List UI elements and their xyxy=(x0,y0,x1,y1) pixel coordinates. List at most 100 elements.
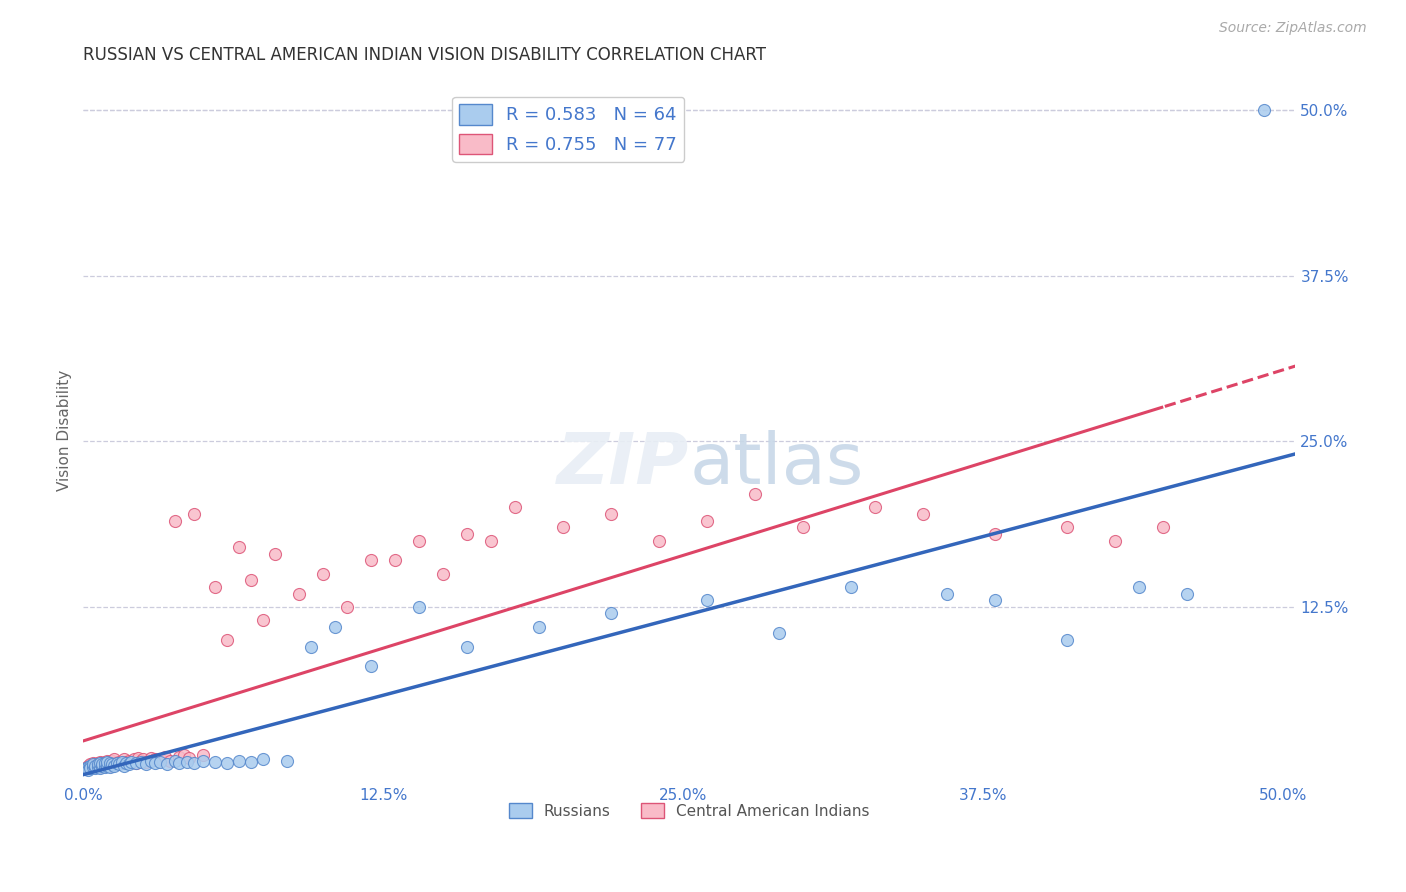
Point xyxy=(696,593,718,607)
Point xyxy=(77,759,100,773)
Point xyxy=(79,757,101,772)
Point xyxy=(98,759,121,773)
Point xyxy=(360,659,382,673)
Point xyxy=(77,763,100,777)
Point xyxy=(89,760,111,774)
Point xyxy=(912,507,935,521)
Point xyxy=(149,755,172,769)
Point xyxy=(159,754,181,768)
Point xyxy=(79,760,101,774)
Point xyxy=(1177,586,1199,600)
Point xyxy=(98,760,121,774)
Point xyxy=(111,755,134,769)
Text: RUSSIAN VS CENTRAL AMERICAN INDIAN VISION DISABILITY CORRELATION CHART: RUSSIAN VS CENTRAL AMERICAN INDIAN VISIO… xyxy=(83,46,766,64)
Point xyxy=(936,586,959,600)
Point xyxy=(288,586,311,600)
Point xyxy=(1152,520,1174,534)
Point xyxy=(120,755,142,769)
Point xyxy=(193,754,215,768)
Point xyxy=(135,755,157,769)
Point xyxy=(456,640,478,654)
Point xyxy=(139,751,162,765)
Text: ZIP: ZIP xyxy=(557,430,689,499)
Point xyxy=(94,755,117,769)
Point xyxy=(173,748,195,763)
Point xyxy=(276,754,298,768)
Point xyxy=(432,566,454,581)
Point xyxy=(86,757,108,772)
Point xyxy=(101,757,124,772)
Point xyxy=(600,607,623,621)
Point xyxy=(115,756,138,771)
Point xyxy=(204,580,226,594)
Point xyxy=(143,752,166,766)
Point xyxy=(82,756,104,771)
Point xyxy=(204,755,226,769)
Point xyxy=(132,752,155,766)
Point xyxy=(79,762,101,776)
Point xyxy=(744,487,766,501)
Point xyxy=(299,640,322,654)
Point xyxy=(228,540,250,554)
Point xyxy=(91,759,114,773)
Point xyxy=(1056,632,1078,647)
Point xyxy=(86,759,108,773)
Point xyxy=(118,754,141,768)
Point xyxy=(84,762,107,776)
Point xyxy=(169,756,191,771)
Point xyxy=(75,762,97,776)
Point xyxy=(108,755,131,769)
Point xyxy=(865,500,887,515)
Point xyxy=(105,756,128,771)
Point xyxy=(408,533,430,548)
Point xyxy=(96,754,118,768)
Point xyxy=(77,760,100,774)
Point xyxy=(82,759,104,773)
Point xyxy=(217,756,239,771)
Point xyxy=(79,759,101,773)
Point xyxy=(86,756,108,771)
Point xyxy=(177,751,200,765)
Point xyxy=(105,756,128,771)
Point xyxy=(84,759,107,773)
Point xyxy=(1056,520,1078,534)
Point xyxy=(648,533,671,548)
Point xyxy=(115,755,138,769)
Point xyxy=(360,553,382,567)
Point xyxy=(336,599,359,614)
Point xyxy=(156,757,179,772)
Point xyxy=(529,620,551,634)
Point xyxy=(240,574,263,588)
Point xyxy=(456,527,478,541)
Point xyxy=(103,759,125,773)
Point xyxy=(94,760,117,774)
Point xyxy=(89,756,111,771)
Point xyxy=(228,754,250,768)
Point xyxy=(792,520,814,534)
Point xyxy=(129,755,152,769)
Point xyxy=(129,754,152,768)
Point xyxy=(143,756,166,771)
Point xyxy=(125,756,148,771)
Point xyxy=(128,751,150,765)
Point xyxy=(94,756,117,771)
Point xyxy=(120,755,142,769)
Point xyxy=(163,514,186,528)
Point xyxy=(408,599,430,614)
Point xyxy=(135,757,157,772)
Point xyxy=(96,757,118,772)
Legend: Russians, Central American Indians: Russians, Central American Indians xyxy=(503,797,876,825)
Point xyxy=(176,755,198,769)
Point xyxy=(122,752,145,766)
Point xyxy=(240,755,263,769)
Point xyxy=(82,757,104,772)
Point xyxy=(112,752,135,766)
Point xyxy=(91,759,114,773)
Point xyxy=(111,756,134,771)
Point xyxy=(96,759,118,773)
Point xyxy=(82,760,104,774)
Point xyxy=(252,752,274,766)
Point xyxy=(768,626,790,640)
Point xyxy=(1253,103,1275,117)
Point xyxy=(1104,533,1126,548)
